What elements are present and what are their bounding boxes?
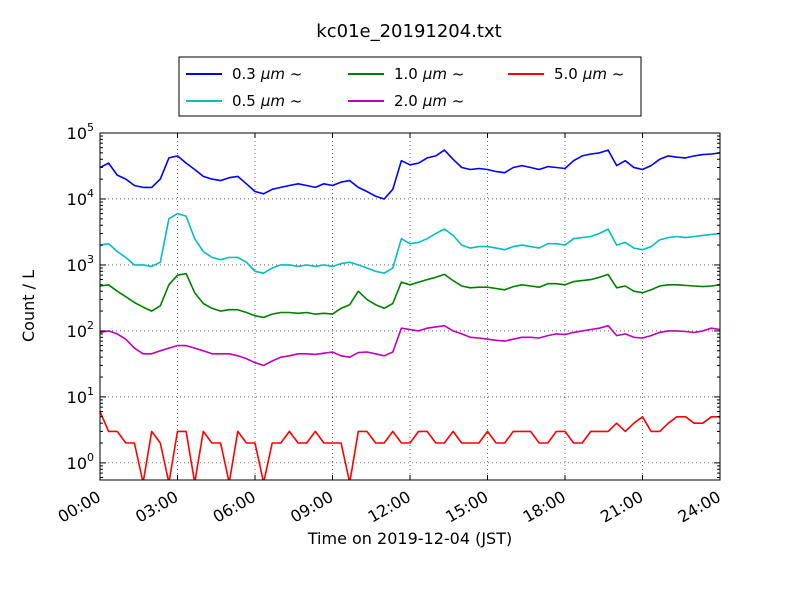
y-tick-base: 10 (67, 454, 87, 473)
x-tick-label: 00:00 (55, 487, 104, 527)
y-tick-label: 102 (67, 319, 94, 341)
legend-box (178, 56, 642, 117)
y-tick-base: 10 (67, 388, 87, 407)
y-tick-label: 104 (67, 187, 94, 209)
x-tick-label: 09:00 (287, 487, 336, 527)
legend-unit: μm ~ (422, 65, 465, 83)
y-tick-base: 10 (67, 322, 87, 341)
y-tick-exponent: 3 (87, 253, 94, 266)
x-tick-label: 03:00 (132, 487, 181, 527)
y-tick-label: 101 (67, 385, 94, 407)
legend-label: 2.0 μm ~ (394, 92, 464, 110)
y-tick-base: 10 (67, 124, 87, 143)
x-tick-label: 24:00 (675, 487, 724, 527)
legend-unit: μm ~ (260, 65, 303, 83)
y-tick-base: 10 (67, 256, 87, 275)
legend-size: 5.0 (554, 65, 578, 83)
series-line-1-0 (100, 272, 720, 319)
legend-size: 2.0 (394, 92, 418, 110)
legend-label: 1.0 μm ~ (394, 65, 464, 83)
series-line-0-5 (100, 212, 720, 274)
series-line-0-3 (100, 149, 720, 200)
y-tick-exponent: 0 (87, 451, 94, 464)
x-axis-label: Time on 2019-12-04 (JST) (307, 529, 512, 548)
x-tick-label: 15:00 (442, 487, 491, 527)
y-axis-label: Count / L (19, 270, 38, 342)
y-tick-exponent: 1 (87, 385, 94, 398)
y-tick-label: 105 (67, 121, 94, 143)
y-tick-exponent: 4 (87, 187, 94, 200)
series-line-2-0 (100, 324, 720, 367)
x-tick-label: 21:00 (597, 487, 646, 527)
legend-unit: μm ~ (582, 65, 625, 83)
legend-label: 5.0 μm ~ (554, 65, 624, 83)
grid (100, 133, 720, 480)
legend-label: 0.5 μm ~ (232, 92, 302, 110)
legend: 0.3 μm ~0.5 μm ~1.0 μm ~2.0 μm ~5.0 μm ~ (178, 56, 642, 117)
series-layer (100, 149, 720, 480)
y-tick-exponent: 5 (87, 121, 94, 134)
y-tick-base: 10 (67, 190, 87, 209)
legend-size: 0.3 (232, 65, 256, 83)
x-tick-label: 12:00 (365, 487, 414, 527)
y-tick-exponent: 2 (87, 319, 94, 332)
x-tick-label: 18:00 (520, 487, 569, 527)
series-line-5-0 (100, 411, 720, 480)
y-tick-label: 103 (67, 253, 94, 275)
legend-size: 1.0 (394, 65, 418, 83)
legend-unit: μm ~ (422, 92, 465, 110)
legend-label: 0.3 μm ~ (232, 65, 302, 83)
legend-unit: μm ~ (260, 92, 303, 110)
axes: 00:00 03:00 06:00 09:00 12:00 15:00 18:00 21:00… (55, 121, 724, 527)
chart-title: kc01e_20191204.txt (316, 21, 501, 42)
y-tick-label: 100 (67, 451, 94, 473)
x-tick-label: 06:00 (210, 487, 259, 527)
legend-size: 0.5 (232, 92, 256, 110)
